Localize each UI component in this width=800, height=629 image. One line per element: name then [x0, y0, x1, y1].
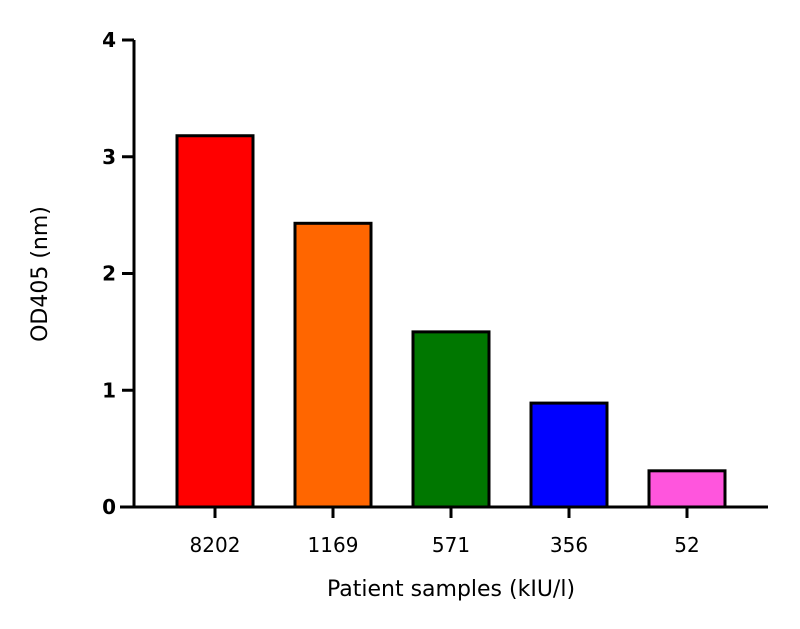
- x-tick-label: 571: [432, 533, 470, 557]
- y-tick-label: 1: [102, 378, 116, 402]
- x-ticks: 8202 1169 571 356 52: [190, 507, 700, 557]
- y-axis-title: OD405 (nm): [28, 206, 53, 342]
- y-tick-label: 2: [102, 262, 116, 286]
- bar-356: [529, 401, 609, 509]
- bar-571: [411, 330, 491, 509]
- y-tick-label: 3: [102, 145, 116, 169]
- x-tick-label: 52: [674, 533, 699, 557]
- bar-1169: [293, 221, 373, 509]
- x-tick-label: 8202: [190, 533, 241, 557]
- bars: [175, 134, 727, 509]
- x-tick-label: 1169: [308, 533, 359, 557]
- y-tick-label: 4: [102, 28, 116, 52]
- x-axis-title: Patient samples (kIU/l): [327, 577, 575, 602]
- x-tick-label: 356: [550, 533, 588, 557]
- y-ticks: 0 1 2 3 4: [102, 28, 134, 519]
- y-tick-label: 0: [102, 495, 116, 519]
- bar-52: [647, 469, 727, 509]
- bar-8202: [175, 134, 255, 509]
